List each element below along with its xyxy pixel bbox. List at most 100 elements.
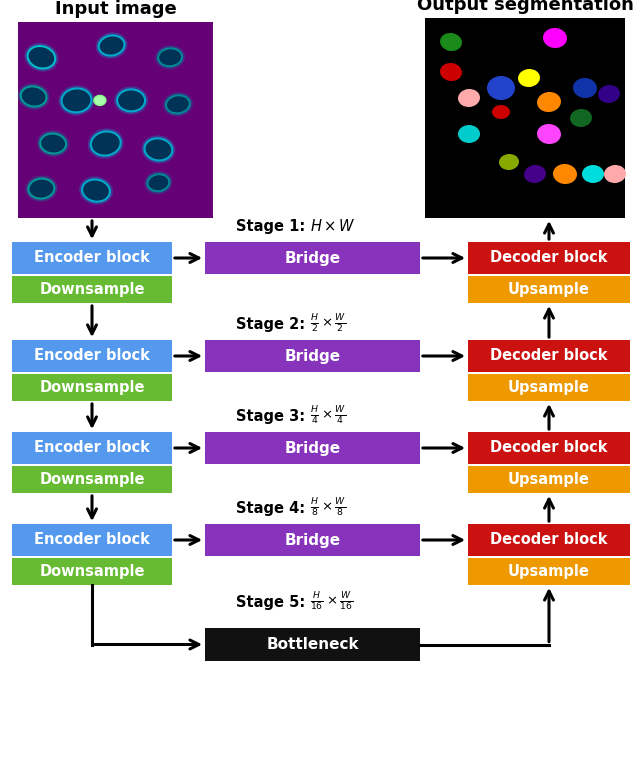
Ellipse shape [570,109,592,127]
Text: Downsample: Downsample [39,380,145,395]
FancyBboxPatch shape [425,18,625,218]
Ellipse shape [487,76,515,100]
FancyBboxPatch shape [205,432,420,464]
FancyBboxPatch shape [12,374,172,401]
Text: Decoder block: Decoder block [490,533,608,548]
Ellipse shape [499,154,519,170]
Ellipse shape [537,92,561,112]
Ellipse shape [26,175,58,201]
Text: Bridge: Bridge [284,349,340,363]
FancyBboxPatch shape [12,524,172,556]
Text: Downsample: Downsample [39,564,145,579]
Ellipse shape [163,92,193,117]
Text: Stage 3:: Stage 3: [236,408,310,423]
Ellipse shape [88,128,124,159]
Ellipse shape [155,45,185,69]
Ellipse shape [61,89,92,112]
Text: Stage 2:: Stage 2: [236,317,310,331]
FancyBboxPatch shape [12,558,172,585]
Ellipse shape [553,164,577,184]
Ellipse shape [458,89,480,107]
FancyBboxPatch shape [205,340,420,372]
Ellipse shape [492,105,510,119]
Text: Encoder block: Encoder block [34,440,150,456]
FancyBboxPatch shape [12,466,172,493]
FancyBboxPatch shape [205,628,420,661]
Text: $\frac{H}{8} \times \frac{W}{8}$: $\frac{H}{8} \times \frac{W}{8}$ [310,497,347,519]
Text: Stage 4:: Stage 4: [236,501,310,516]
FancyBboxPatch shape [12,432,172,464]
Text: Upsample: Upsample [508,282,590,297]
Ellipse shape [20,86,47,107]
Ellipse shape [141,135,175,163]
Ellipse shape [79,176,113,204]
FancyBboxPatch shape [468,432,630,464]
Ellipse shape [440,63,462,81]
Ellipse shape [543,28,567,48]
FancyBboxPatch shape [468,374,630,401]
FancyBboxPatch shape [468,558,630,585]
FancyBboxPatch shape [18,22,213,218]
Ellipse shape [145,171,172,195]
Text: Bridge: Bridge [284,440,340,456]
Ellipse shape [24,43,58,72]
FancyBboxPatch shape [468,276,630,303]
Ellipse shape [582,165,604,183]
FancyBboxPatch shape [468,524,630,556]
Text: Encoder block: Encoder block [34,533,150,548]
Text: $\frac{H}{16} \times \frac{W}{16}$: $\frac{H}{16} \times \frac{W}{16}$ [310,591,354,613]
Text: Encoder block: Encoder block [34,349,150,363]
FancyBboxPatch shape [468,340,630,372]
Ellipse shape [147,174,170,192]
Ellipse shape [518,69,540,87]
Text: Upsample: Upsample [508,564,590,579]
Text: Input image: Input image [54,0,177,18]
Ellipse shape [537,124,561,144]
Ellipse shape [37,130,69,156]
Text: Downsample: Downsample [39,472,145,487]
FancyBboxPatch shape [12,276,172,303]
Ellipse shape [40,134,66,153]
Text: Encoder block: Encoder block [34,250,150,266]
Ellipse shape [573,78,597,98]
Ellipse shape [91,131,121,156]
Text: Stage 5:: Stage 5: [236,594,310,610]
Text: Upsample: Upsample [508,472,590,487]
FancyBboxPatch shape [468,466,630,493]
FancyBboxPatch shape [205,242,420,274]
Ellipse shape [58,85,95,115]
Ellipse shape [598,85,620,103]
Ellipse shape [82,179,110,201]
Ellipse shape [18,83,49,110]
Text: $\frac{H}{2} \times \frac{W}{2}$: $\frac{H}{2} \times \frac{W}{2}$ [310,313,347,335]
Ellipse shape [440,33,462,51]
Ellipse shape [158,48,182,66]
FancyBboxPatch shape [12,340,172,372]
Ellipse shape [28,179,54,198]
Ellipse shape [28,46,55,69]
Text: $\frac{H}{4} \times \frac{W}{4}$: $\frac{H}{4} \times \frac{W}{4}$ [310,405,347,427]
Text: Upsample: Upsample [508,380,590,395]
Ellipse shape [145,138,172,160]
Text: $H \times W$: $H \times W$ [310,218,356,234]
Text: Downsample: Downsample [39,282,145,297]
Text: Stage 1:: Stage 1: [236,218,310,233]
Ellipse shape [524,165,546,183]
Ellipse shape [99,35,125,56]
Ellipse shape [96,32,127,59]
Text: Output segmentation: Output segmentation [417,0,634,14]
Ellipse shape [114,86,148,114]
Text: Bottleneck: Bottleneck [266,637,359,652]
Ellipse shape [117,89,145,111]
Ellipse shape [94,95,106,105]
Text: Decoder block: Decoder block [490,349,608,363]
Ellipse shape [166,95,190,114]
Text: Decoder block: Decoder block [490,250,608,266]
Text: Decoder block: Decoder block [490,440,608,456]
FancyBboxPatch shape [12,242,172,274]
FancyBboxPatch shape [468,242,630,274]
Ellipse shape [604,165,626,183]
Ellipse shape [458,125,480,143]
Text: Bridge: Bridge [284,533,340,548]
Text: Bridge: Bridge [284,250,340,266]
